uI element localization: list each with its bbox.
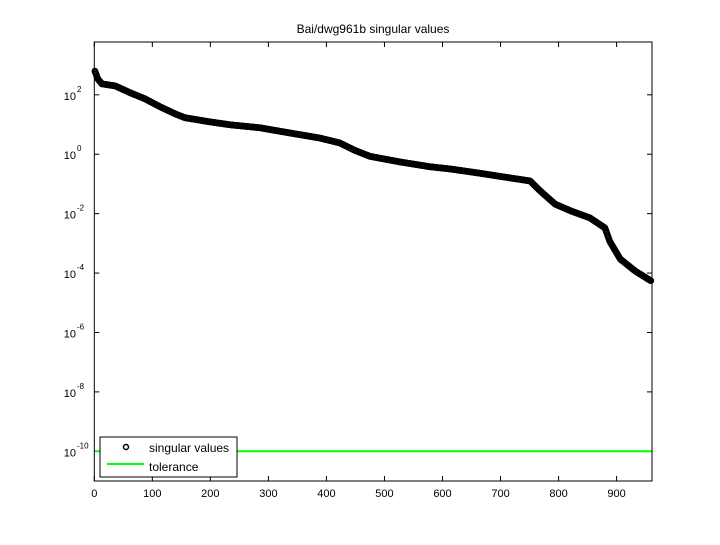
x-tick-label: 100 (143, 488, 161, 500)
y-tick-exponent: -10 (77, 441, 89, 450)
y-tick-exponent: -4 (77, 263, 85, 272)
legend: singular values tolerance (99, 436, 238, 478)
y-tick-label: 10 (64, 150, 76, 162)
x-tick-label: 700 (491, 488, 509, 500)
y-tick-label: 10 (64, 328, 76, 340)
x-tick-label: 600 (433, 488, 451, 500)
y-tick-label: 10 (64, 210, 76, 222)
y-tick-exponent: 2 (77, 85, 82, 94)
y-tick-label: 10 (64, 447, 76, 459)
legend-label-tolerance: tolerance (149, 460, 199, 474)
singular-value-point (647, 277, 655, 285)
x-tick-label: 500 (375, 488, 393, 500)
y-tick-exponent: -6 (77, 322, 85, 331)
x-tick-label: 800 (549, 488, 567, 500)
legend-marker-singular-values (122, 443, 130, 451)
y-tick-label: 10 (64, 388, 76, 400)
y-tick-exponent: 0 (77, 144, 82, 153)
x-tick-label: 200 (201, 488, 219, 500)
x-tick-label: 300 (259, 488, 277, 500)
y-tick-exponent: -8 (77, 382, 85, 391)
legend-box (99, 436, 238, 478)
x-tick-label: 900 (607, 488, 625, 500)
y-tick-exponent: -2 (77, 204, 85, 213)
legend-label-singular-values: singular values (149, 441, 229, 455)
x-tick-label: 0 (91, 488, 97, 500)
plot-area-frame (93, 41, 653, 482)
chart-title: Bai/dwg961b singular values (297, 22, 450, 36)
y-tick-label: 10 (64, 269, 76, 281)
x-tick-label: 400 (317, 488, 335, 500)
y-tick-label: 10 (64, 91, 76, 103)
